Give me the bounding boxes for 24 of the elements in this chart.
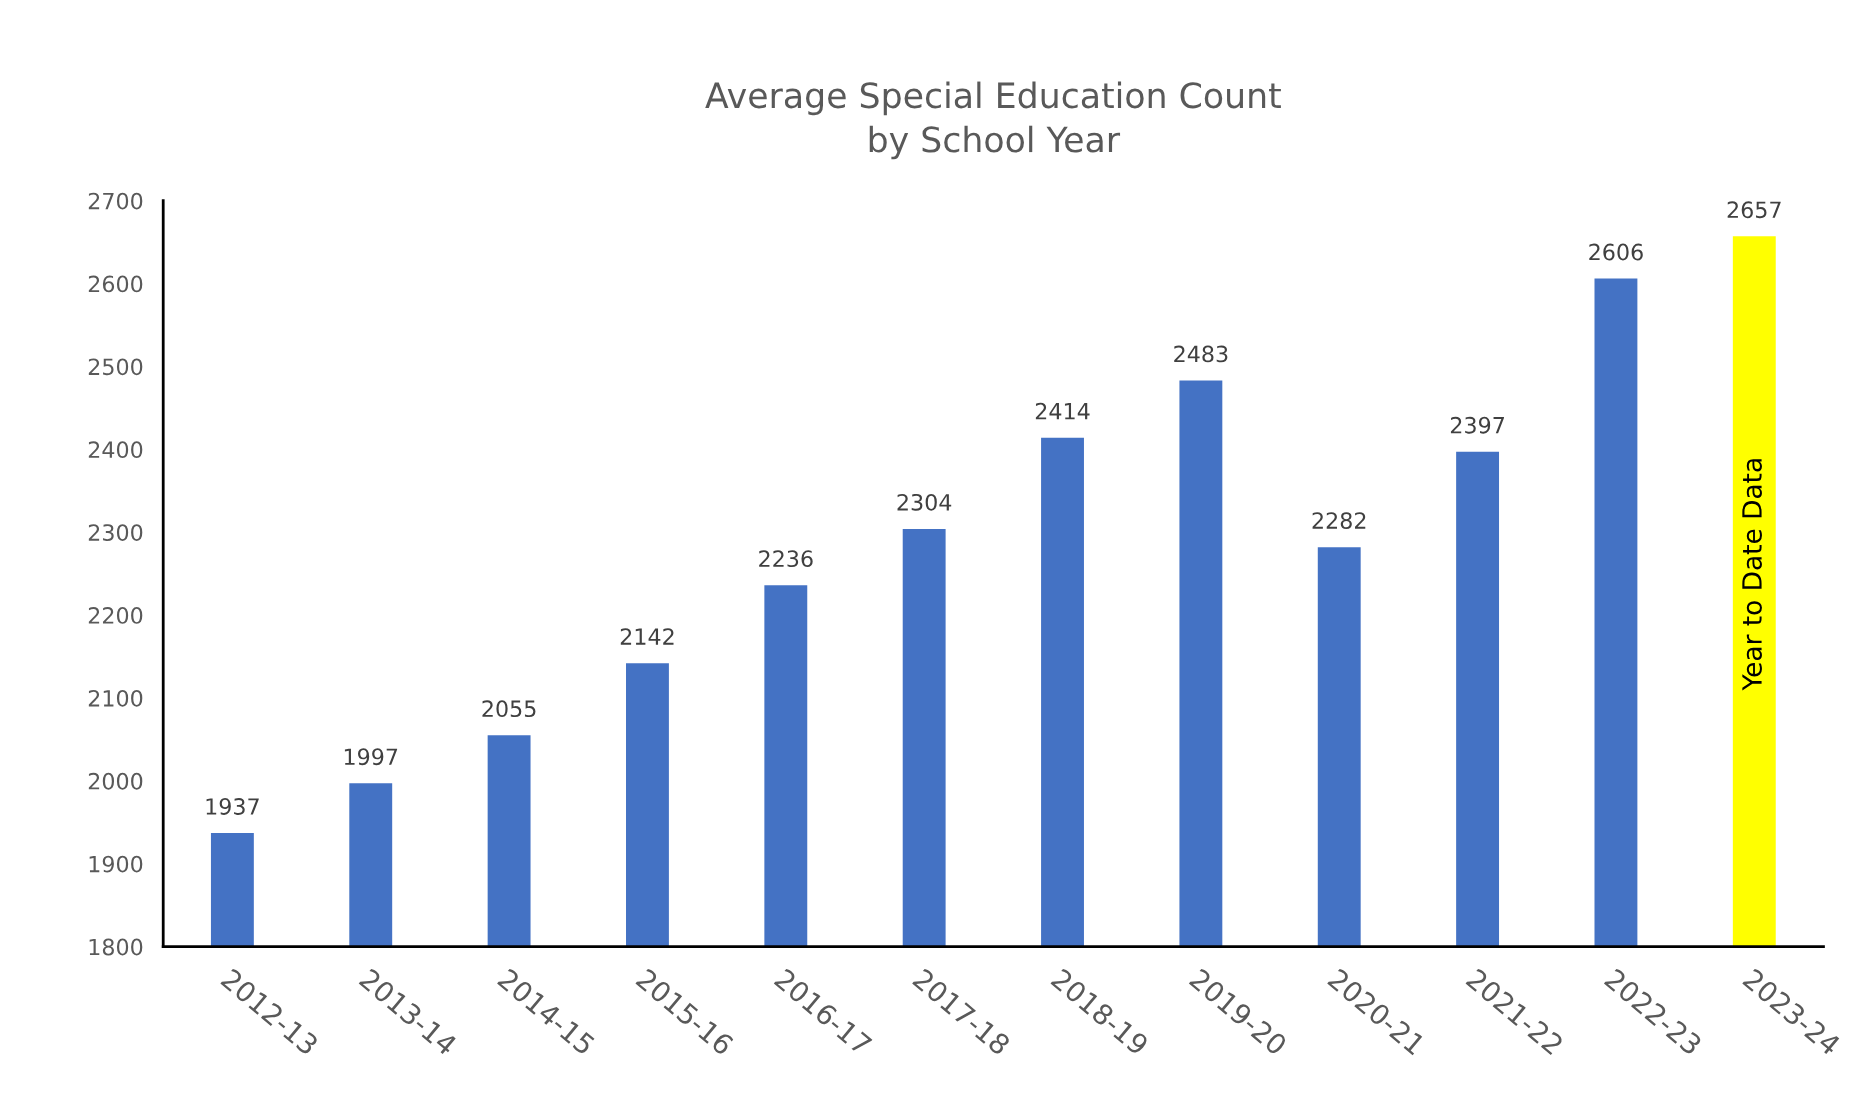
y-tick-label: 2500: [88, 358, 143, 376]
data-label: 1937: [206, 798, 259, 815]
y-tick-label: 2300: [88, 524, 143, 541]
y-tick-label: 2000: [88, 772, 143, 790]
data-label: 2657: [1727, 201, 1781, 219]
y-tick-label: 2400: [88, 441, 143, 459]
annotation: Year to Date Data: [1742, 459, 1762, 691]
y-tick-label: 2100: [88, 689, 143, 707]
chart-title: Average Special Education Count by School Year: [705, 81, 1281, 160]
data-label: 2483: [1174, 345, 1228, 363]
y-tick-label: 2600: [88, 275, 143, 293]
data-label: 2236: [759, 550, 813, 568]
y-tick-label: 1900: [89, 855, 143, 873]
data-label: 2304: [897, 493, 952, 511]
data-label: 2055: [482, 700, 536, 718]
data-label: 2397: [1450, 416, 1504, 434]
data-label: 2414: [1035, 402, 1090, 420]
data-label: 1997: [344, 748, 398, 766]
y-tick-label: 1800: [89, 938, 143, 956]
data-label: 2606: [1589, 243, 1643, 261]
data-label: 2142: [620, 628, 674, 645]
y-tick-label: 2700: [88, 192, 143, 210]
y-tick-label: 2200: [88, 607, 143, 624]
data-label: 2282: [1312, 512, 1366, 529]
